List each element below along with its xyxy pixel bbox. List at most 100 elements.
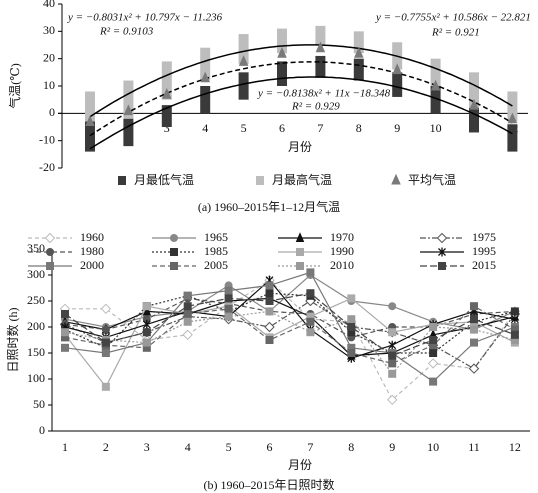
legend-label: 2000 (80, 258, 104, 272)
marker (386, 394, 398, 406)
x-axis-label: 月份 (288, 458, 312, 472)
marker (61, 328, 69, 337)
x-tick-label: 4 (185, 440, 191, 454)
y-tick-label: 300 (27, 267, 45, 281)
marker (388, 328, 397, 337)
legend-label: 月最低气温 (134, 172, 194, 187)
marker (142, 319, 151, 329)
marker (100, 303, 112, 315)
legend-swatch (118, 176, 126, 185)
marker (430, 79, 441, 91)
marker (162, 87, 172, 99)
range-bar (469, 107, 479, 133)
marker (238, 55, 249, 66)
range-bar (469, 72, 479, 108)
marker (61, 310, 69, 318)
marker (44, 232, 56, 244)
x-tick-label: 11 (468, 440, 480, 454)
range-bar (315, 55, 326, 78)
r-squared: R² = 0.921 (431, 27, 480, 39)
marker (265, 289, 274, 298)
x-tick-label: 9 (389, 440, 395, 454)
marker (277, 46, 287, 58)
marker (183, 310, 192, 318)
y-tick-label: 50 (33, 397, 45, 411)
equation: y = −0.8031x² + 10.797x − 11.236 (67, 12, 223, 24)
marker (347, 323, 356, 331)
marker (388, 351, 397, 360)
legend-label: 平均气温 (408, 172, 456, 187)
x-tick-label: 8 (356, 121, 362, 135)
marker (46, 248, 54, 256)
range-bar (392, 72, 403, 97)
x-tick-label: 7 (317, 121, 323, 135)
marker (354, 46, 364, 58)
y-tick-label: 150 (27, 345, 45, 359)
range-bar (507, 124, 518, 152)
series-line (64, 305, 516, 365)
marker (265, 336, 274, 344)
y-tick-label: 0 (39, 423, 45, 437)
range-bar (200, 47, 211, 81)
marker (470, 302, 478, 311)
legend-label: 1980 (80, 244, 104, 258)
marker (183, 302, 192, 311)
x-tick-label: 10 (430, 121, 442, 135)
marker (183, 291, 192, 300)
marker (101, 349, 110, 357)
marker (427, 358, 439, 369)
y-tick-label: 30 (43, 23, 55, 37)
range-bar (123, 118, 134, 147)
marker (183, 317, 192, 326)
legend-swatch (256, 176, 264, 185)
marker (123, 104, 134, 116)
marker (306, 317, 315, 326)
marker (392, 63, 402, 75)
x-tick-label: 1 (62, 440, 68, 454)
range-bar (277, 28, 287, 54)
x-tick-label: 12 (509, 440, 521, 454)
marker (347, 294, 356, 303)
range-bar (85, 91, 95, 122)
marker (470, 325, 478, 334)
marker (510, 330, 519, 339)
range-bar (161, 105, 172, 127)
x-tick-label: 5 (241, 121, 247, 135)
y-tick-label: 350 (27, 241, 45, 255)
equation: y = −0.8138x² + 11x −18.348 (257, 88, 391, 100)
marker (142, 302, 151, 311)
series-line (64, 310, 516, 375)
legend-label: 1990 (330, 244, 354, 258)
y-tick-label: 100 (27, 371, 45, 385)
marker (170, 234, 178, 242)
legend-label: 1985 (204, 244, 228, 258)
range-bar (430, 58, 441, 92)
marker (101, 325, 110, 334)
y-axis-label: 日照时数 (h) (5, 308, 20, 373)
x-tick-label: 4 (202, 121, 208, 135)
fit-curve (89, 76, 513, 150)
series-line (64, 300, 516, 370)
equation: y = −0.7755x² + 10.586x − 22.821 (375, 12, 531, 24)
y-tick-label: 250 (27, 293, 45, 307)
marker (295, 232, 305, 242)
legend-label: 2005 (204, 258, 228, 272)
marker (470, 338, 478, 347)
marker (265, 281, 274, 290)
series-line (64, 297, 516, 388)
marker (224, 294, 233, 303)
y-tick-label: 20 (43, 50, 55, 64)
legend-label: 2010 (330, 258, 354, 272)
marker (347, 315, 356, 324)
x-tick-label: 3 (164, 121, 170, 135)
range-bar (353, 31, 364, 54)
x-axis-label: 月份 (288, 140, 312, 154)
legend-label: 1975 (472, 230, 496, 244)
series-line (64, 271, 516, 383)
range-bar (85, 121, 95, 152)
marker (429, 323, 438, 331)
y-axis-label: 气温(℃) (7, 63, 22, 108)
marker (388, 302, 397, 311)
legend-label: 1960 (80, 230, 104, 244)
